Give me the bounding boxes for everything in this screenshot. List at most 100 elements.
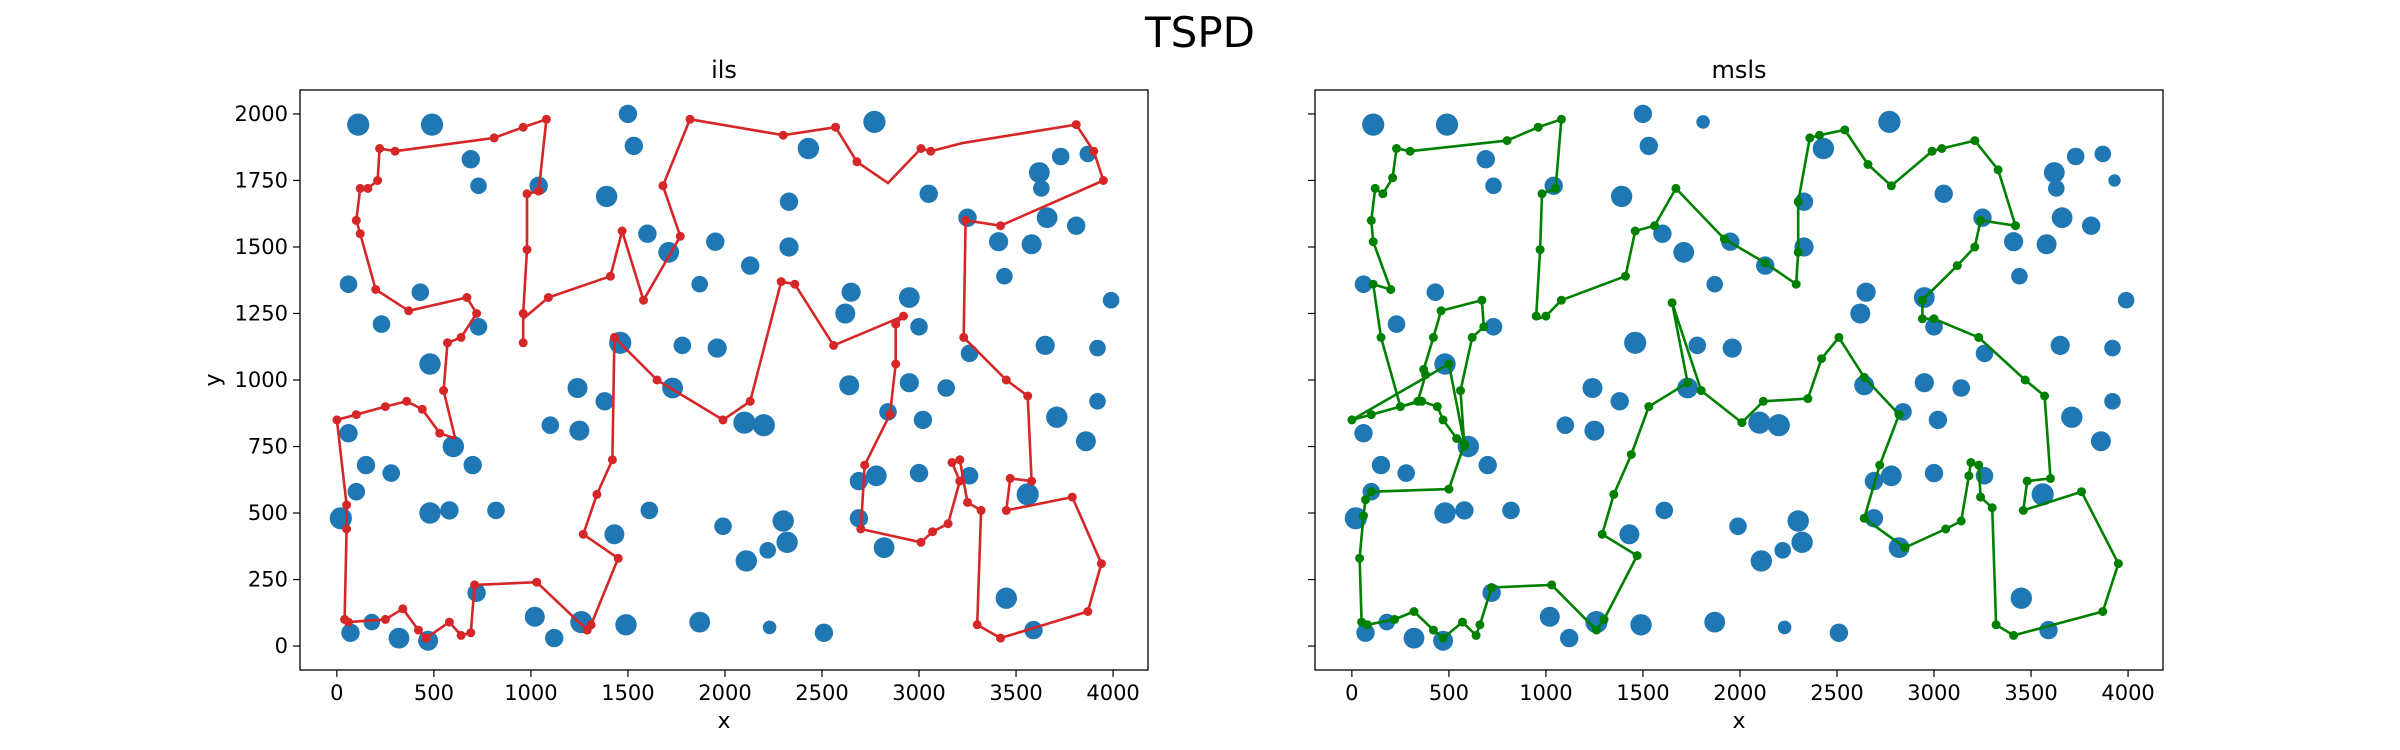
route-marker (1760, 258, 1770, 268)
route-marker (1487, 583, 1497, 592)
route-marker (1803, 394, 1813, 404)
route-marker (1359, 511, 1368, 521)
route-marker (1840, 125, 1850, 135)
route-marker (916, 144, 926, 153)
data-point (1478, 455, 1497, 475)
route-marker (2020, 375, 2030, 385)
route-marker (955, 476, 965, 486)
route-marker (1815, 130, 1824, 140)
route-marker (955, 455, 965, 465)
route-marker (413, 625, 423, 635)
route-marker (1386, 285, 1396, 294)
route-marker (1917, 295, 1927, 305)
route-marker (1793, 197, 1803, 207)
y-tick-label: 0 (275, 634, 288, 658)
data-point (863, 110, 886, 133)
data-point (420, 113, 444, 136)
data-point (2066, 147, 2085, 166)
x-tick-label: 4000 (2101, 681, 2154, 705)
route-marker (1859, 513, 1869, 523)
data-point (1854, 375, 1875, 396)
data-point (913, 410, 933, 430)
route-marker (972, 620, 982, 630)
data-point (673, 336, 692, 355)
data-point (419, 353, 441, 375)
route-marker (1974, 460, 1984, 470)
route-marker (926, 146, 936, 156)
route-marker (1991, 620, 2001, 630)
route-marker (1444, 359, 1454, 369)
route-marker (390, 146, 400, 156)
route-marker (1001, 375, 1011, 385)
data-point (1655, 501, 1674, 520)
data-point (2051, 207, 2073, 229)
route-marker (1875, 460, 1885, 470)
data-point (1812, 137, 1835, 160)
route-marker (1368, 279, 1378, 289)
data-point (1046, 406, 1068, 428)
panel-title: ils (711, 56, 737, 84)
data-point (347, 482, 366, 501)
route-marker (375, 144, 385, 153)
data-point (469, 318, 488, 336)
route-marker (543, 293, 553, 302)
data-point (1856, 282, 1876, 302)
data-point (1653, 224, 1672, 243)
data-point (463, 455, 482, 475)
data-point (1016, 483, 1039, 506)
route-marker (340, 614, 350, 624)
route-marker (1937, 144, 1947, 153)
data-point (487, 501, 505, 520)
x-tick-label: 3500 (989, 681, 1042, 705)
route-marker (1597, 529, 1607, 539)
data-point (2108, 174, 2121, 187)
route-marker (1791, 279, 1801, 289)
data-point (1354, 424, 1373, 443)
data-point (1619, 524, 1640, 545)
route-marker (456, 332, 466, 342)
route-marker (1966, 458, 1976, 467)
data-point (2104, 393, 2121, 410)
chart-msls: 0 500 1000 1500 2000 2500 3000 3500 4000 msls x (1308, 56, 2164, 734)
route-marker (342, 500, 352, 510)
route-marker (685, 114, 695, 124)
route-marker (1956, 516, 1966, 526)
data-point (440, 501, 459, 520)
route-marker (856, 524, 866, 534)
data-point (567, 378, 588, 398)
data-point (624, 136, 643, 156)
data-point (569, 420, 590, 441)
route-marker (1531, 311, 1541, 321)
y-tick-label: 750 (248, 435, 288, 459)
route-marker (1071, 120, 1081, 130)
chart-ils: 0 500 1000 1500 2000 2500 3000 3500 4000 0 250 500 7… (201, 56, 1149, 734)
route-marker (1993, 165, 2003, 175)
route-marker (1805, 133, 1815, 143)
data-point (733, 411, 756, 434)
route-marker (1696, 386, 1706, 396)
data-point (1677, 377, 1698, 399)
data-point (759, 542, 776, 559)
route-marker (1758, 396, 1768, 406)
data-point (1729, 517, 1747, 536)
x-tick-label: 500 (414, 681, 454, 705)
x-tick-label: 0 (330, 681, 343, 705)
data-point (899, 373, 919, 393)
data-point (707, 338, 727, 358)
x-tick-label: 1000 (1519, 681, 1572, 705)
x-tick-label: 2500 (795, 681, 848, 705)
x-axis-label: x (717, 709, 730, 734)
data-point (2117, 291, 2135, 309)
y-tick-label: 2000 (235, 102, 288, 126)
figure-title: TSPD (1145, 8, 1255, 57)
x-tick-label: 1000 (504, 681, 557, 705)
data-point (1924, 463, 1944, 483)
route-marker (541, 114, 551, 124)
route-marker (466, 628, 476, 638)
route-marker (2011, 221, 2020, 231)
route-marker (1537, 189, 1547, 199)
data-point (835, 303, 856, 324)
data-point (910, 318, 928, 336)
route-marker (1005, 473, 1015, 483)
